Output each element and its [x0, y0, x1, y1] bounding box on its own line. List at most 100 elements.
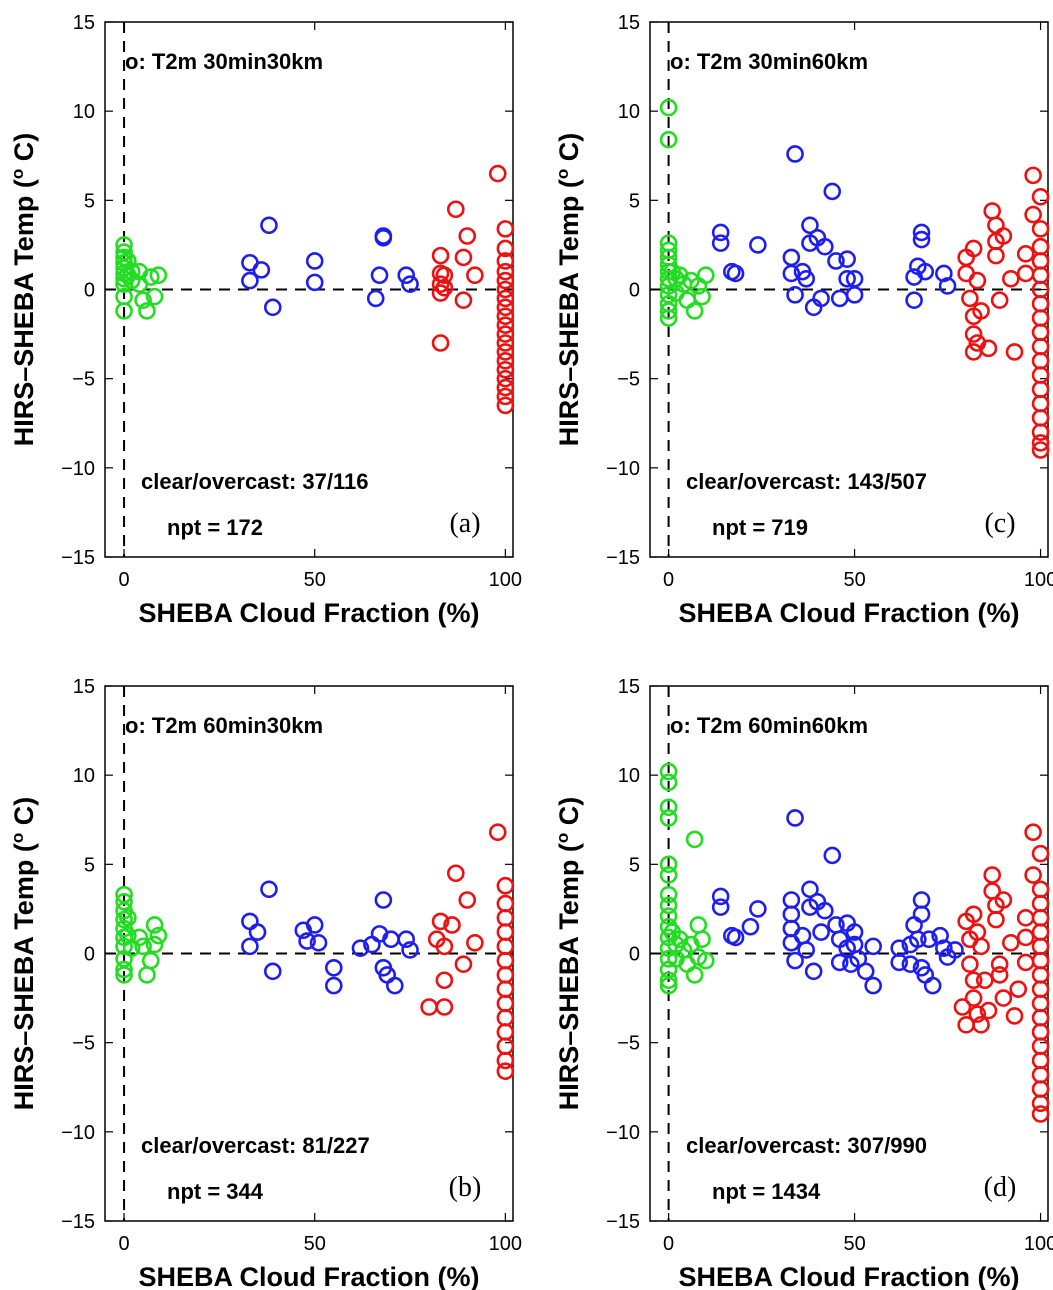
data-point — [1009, 980, 1028, 998]
data-point — [812, 289, 830, 308]
y-tick-label: 10 — [73, 765, 95, 787]
data-point — [458, 227, 477, 245]
y-tick-label: −15 — [61, 547, 95, 569]
data-point — [946, 941, 964, 959]
x-tick-label: 100 — [489, 569, 522, 591]
y-axis-label: HIRS–SHEBA Temp (o C) — [8, 797, 39, 1110]
clear-overcast-annotation: clear/overcast: 81/227 — [141, 1133, 370, 1158]
degree-superscript: o — [8, 833, 27, 843]
data-point — [909, 930, 927, 949]
data-point — [488, 823, 507, 842]
clear-overcast-annotation: clear/overcast: 143/507 — [686, 469, 927, 494]
data-point — [115, 236, 133, 254]
data-point — [659, 309, 678, 327]
data-point — [923, 976, 942, 995]
data-point — [309, 933, 328, 952]
data-point — [496, 352, 515, 370]
data-point — [496, 271, 515, 290]
data-point — [1005, 343, 1024, 361]
data-point — [749, 236, 767, 254]
data-point — [115, 966, 133, 984]
data-point — [1002, 933, 1020, 952]
data-point — [797, 941, 816, 959]
data-point — [149, 266, 168, 285]
data-point — [260, 880, 278, 899]
y-axis-label-unit: C) — [554, 133, 584, 169]
y-tick-label: 5 — [629, 854, 640, 876]
data-point — [987, 246, 1005, 265]
data-point — [447, 200, 465, 219]
x-tick-label: 50 — [304, 1233, 326, 1255]
y-tick-label: −15 — [61, 1211, 95, 1233]
panel-letter: (b) — [449, 1172, 482, 1203]
y-tick-label: 0 — [84, 944, 95, 966]
y-tick-label: 15 — [73, 12, 95, 34]
y-tick-label: −10 — [606, 1122, 640, 1144]
npt-annotation: npt = 344 — [167, 1179, 264, 1204]
data-point — [838, 250, 856, 268]
data-point — [1031, 1094, 1050, 1113]
panel-letter: (c) — [984, 508, 1015, 539]
data-point — [782, 264, 801, 283]
x-axis-label: SHEBA Cloud Fraction (%) — [139, 598, 480, 628]
data-point — [454, 291, 473, 310]
data-point — [845, 923, 864, 941]
y-tick-label: 5 — [84, 854, 95, 876]
data-point — [496, 289, 515, 308]
data-point — [964, 989, 983, 1007]
data-point — [990, 291, 1009, 310]
data-point — [1024, 205, 1042, 224]
y-axis-label: HIRS–SHEBA Temp (o C) — [8, 133, 39, 446]
data-point — [659, 302, 678, 320]
data-point — [801, 216, 819, 235]
data-point — [496, 360, 515, 379]
data-point — [816, 901, 834, 920]
data-point — [130, 928, 149, 947]
x-axis-label: SHEBA Cloud Fraction (%) — [679, 1262, 1020, 1290]
y-tick-label: 5 — [84, 190, 95, 212]
degree-superscript: o — [553, 833, 572, 843]
data-point — [458, 891, 477, 909]
data-point — [659, 798, 678, 817]
data-point — [912, 230, 931, 249]
data-point — [938, 277, 957, 295]
data-point — [972, 1016, 990, 1034]
data-point — [115, 937, 133, 956]
y-tick-label: 10 — [618, 101, 640, 123]
data-point — [397, 930, 416, 949]
data-point — [1016, 928, 1035, 947]
clear-overcast-annotation: clear/overcast: 307/990 — [686, 1133, 927, 1158]
degree-superscript: o — [553, 169, 572, 179]
data-point — [145, 287, 164, 306]
data-point — [496, 1062, 515, 1080]
y-tick-label: −5 — [72, 369, 95, 391]
data-point — [920, 930, 938, 949]
data-point — [797, 269, 816, 288]
data-point — [496, 316, 515, 334]
data-point — [659, 762, 678, 781]
data-point — [1031, 844, 1050, 863]
data-point — [812, 923, 830, 941]
data-point — [496, 396, 515, 415]
data-point — [496, 307, 515, 326]
x-tick-label: 0 — [663, 1233, 674, 1255]
data-point — [401, 941, 419, 959]
data-point — [741, 917, 760, 936]
data-point — [443, 916, 461, 934]
x-tick-label: 50 — [304, 569, 326, 591]
data-point — [979, 1001, 998, 1020]
data-point — [496, 343, 515, 361]
data-point — [968, 271, 987, 290]
data-point — [496, 369, 515, 388]
data-point — [830, 953, 849, 972]
panel-letter: (d) — [984, 1172, 1017, 1203]
x-tick-label: 0 — [663, 569, 674, 591]
data-point — [122, 262, 141, 281]
x-tick-label: 50 — [843, 1233, 865, 1255]
data-point — [241, 271, 259, 290]
data-point — [1031, 423, 1050, 441]
data-point — [324, 958, 343, 977]
data-point — [324, 976, 343, 995]
data-point — [659, 866, 678, 884]
